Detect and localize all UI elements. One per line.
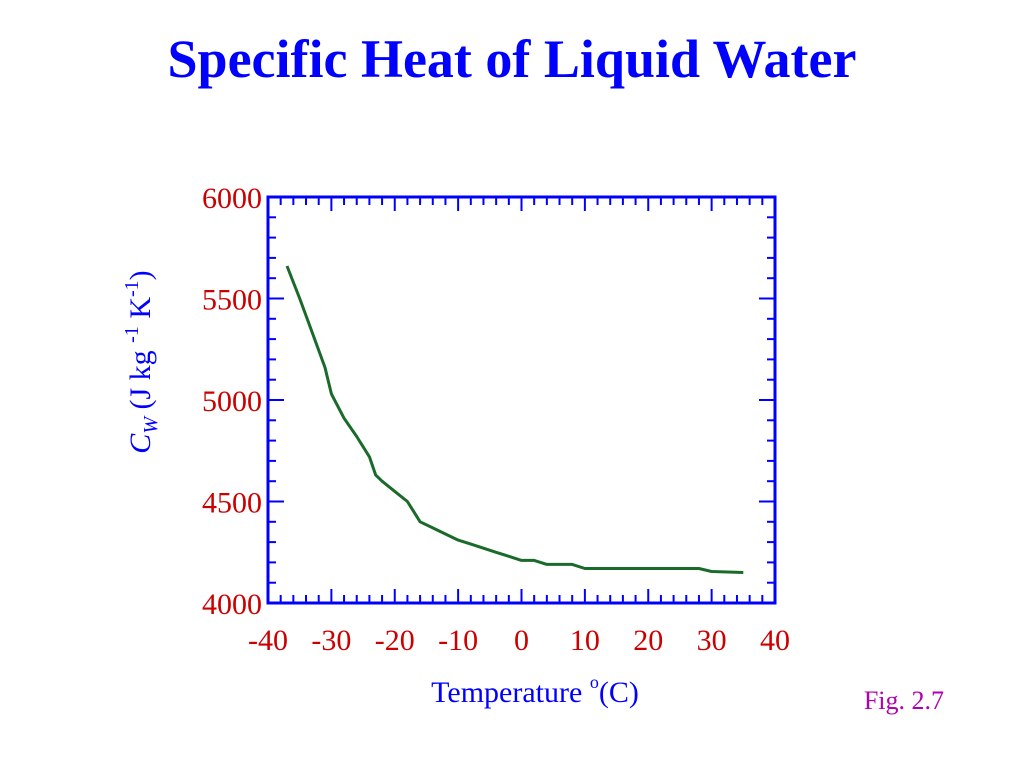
x-tick-label: 10 <box>570 624 600 657</box>
x-tick-label: -10 <box>438 624 478 657</box>
x-tick-label: 20 <box>633 624 663 657</box>
x-tick-label: -40 <box>248 624 288 657</box>
x-tick-label: 40 <box>760 624 790 657</box>
x-tick-label: -30 <box>311 624 351 657</box>
y-label-units-mid: K <box>124 297 157 327</box>
y-tick-label: 5000 <box>202 385 262 418</box>
x-label-degree: o <box>590 672 599 692</box>
y-label-units-open: (J kg <box>124 343 157 417</box>
y-label-exp2: -1 <box>121 280 143 297</box>
slide-title: Specific Heat of Liquid Water <box>167 29 857 89</box>
y-tick-label: 5500 <box>202 284 262 317</box>
series-line <box>285 265 744 574</box>
y-label-symbol: C <box>124 433 157 454</box>
y-label-units-close: ) <box>124 270 157 280</box>
x-label-unit: (C) <box>599 676 639 709</box>
x-tick-label: 0 <box>514 624 529 657</box>
y-label-exp1: -1 <box>121 326 143 343</box>
y-tick-label: 6000 <box>202 182 262 215</box>
y-tick-label: 4500 <box>202 487 262 520</box>
x-label-text: Temperature <box>431 676 590 709</box>
x-axis-label: Temperature o(C) <box>431 672 639 709</box>
x-tick-label: -20 <box>375 624 415 657</box>
x-tick-labels: -40 -30 -20 -10 0 10 20 30 40 <box>248 624 790 657</box>
y-label-subscript: W <box>140 415 162 434</box>
y-tick-label: 4000 <box>202 588 262 621</box>
y-tick-labels: 4000 4500 5000 5500 6000 <box>202 182 262 621</box>
plot-border <box>266 195 777 605</box>
plot-frame <box>266 195 777 605</box>
y-axis-label: CW (J kg -1 K-1) <box>121 270 162 453</box>
x-tick-label: 30 <box>697 624 727 657</box>
axis-ticks <box>267 196 776 604</box>
figure-label: Fig. 2.7 <box>863 686 944 715</box>
data-series <box>285 265 744 574</box>
